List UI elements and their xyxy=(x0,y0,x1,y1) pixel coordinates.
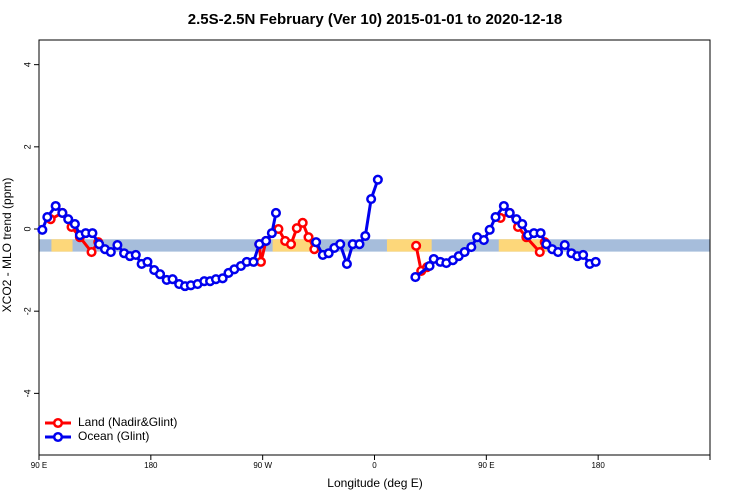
point xyxy=(217,273,228,284)
point xyxy=(578,249,589,260)
y-tick-label: 0 xyxy=(22,227,32,232)
point xyxy=(517,219,528,230)
series-line xyxy=(40,179,597,288)
point xyxy=(154,269,166,280)
point xyxy=(130,249,141,260)
point xyxy=(266,228,277,239)
point xyxy=(498,200,509,212)
chart-title: 2.5S-2.5N February (Ver 10) 2015-01-01 t… xyxy=(188,11,562,28)
legend-label: Land (Nadir&Glint) xyxy=(78,415,177,429)
point xyxy=(303,232,314,243)
point xyxy=(590,256,601,267)
point xyxy=(535,228,546,239)
point xyxy=(484,224,495,235)
point xyxy=(466,242,477,253)
point xyxy=(534,246,545,258)
land-span xyxy=(51,239,73,252)
x-tick-label: 0 xyxy=(372,461,377,470)
point xyxy=(260,235,272,246)
point xyxy=(142,256,153,267)
point xyxy=(354,239,365,250)
point xyxy=(285,239,297,250)
point xyxy=(105,246,116,258)
point xyxy=(366,193,377,205)
point xyxy=(360,230,371,242)
point xyxy=(323,248,334,259)
point xyxy=(87,228,98,239)
y-tick-label: 4 xyxy=(22,62,32,67)
point xyxy=(167,274,178,285)
point xyxy=(559,239,570,251)
point xyxy=(424,260,435,272)
point xyxy=(42,212,53,223)
point xyxy=(459,246,470,258)
y-tick-label: -4 xyxy=(22,389,32,397)
point xyxy=(311,237,322,248)
point xyxy=(490,212,501,223)
point xyxy=(504,207,515,219)
legend-marker xyxy=(52,431,64,443)
point xyxy=(63,214,74,225)
point xyxy=(50,200,61,212)
legend-label: Ocean (Glint) xyxy=(78,429,149,443)
point xyxy=(57,207,68,219)
point xyxy=(478,235,489,246)
point xyxy=(270,207,282,219)
point xyxy=(37,224,48,235)
point xyxy=(341,258,352,269)
point xyxy=(297,217,308,228)
land-span xyxy=(386,239,432,252)
point xyxy=(248,256,259,267)
legend-marker xyxy=(52,417,64,429)
x-axis-label: Longitude (deg E) xyxy=(327,476,422,490)
point xyxy=(410,272,421,283)
ocean-band xyxy=(39,239,710,252)
point xyxy=(335,239,346,250)
point xyxy=(411,240,422,251)
point xyxy=(86,246,97,258)
point xyxy=(69,219,80,230)
point xyxy=(291,223,302,234)
y-tick-label: 2 xyxy=(22,144,32,149)
x-tick-label: 90 E xyxy=(478,461,494,470)
point xyxy=(372,174,383,185)
y-axis-label: XCO2 - MLO trend (ppm) xyxy=(0,178,14,313)
x-tick-label: 90 W xyxy=(253,461,272,470)
x-tick-label: 180 xyxy=(591,461,605,470)
point xyxy=(552,246,564,258)
point xyxy=(112,239,123,251)
y-tick-label: -2 xyxy=(22,307,32,315)
x-tick-label: 90 E xyxy=(31,461,47,470)
x-tick-label: 180 xyxy=(144,461,158,470)
